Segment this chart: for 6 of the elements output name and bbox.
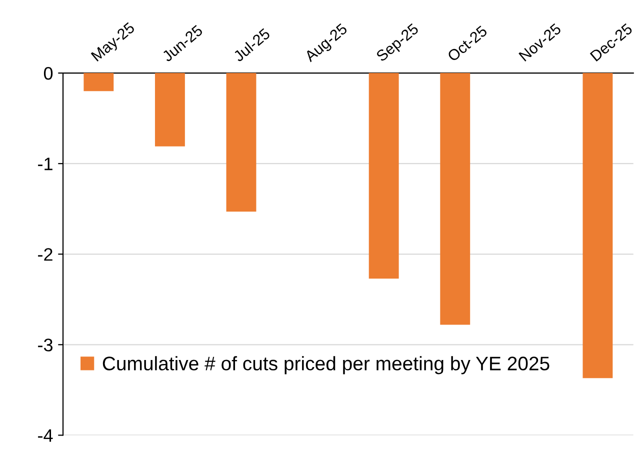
y-tick-label: -3 [38,338,52,352]
y-tick-label: -4 [38,429,53,442]
y-tick-label: -1 [38,158,52,170]
y-tick-label: 0 [44,66,53,80]
legend-label: Cumulative # of cuts priced per meeting by YE 2025 [102,356,550,374]
y-tick-label: -2 [38,248,52,261]
